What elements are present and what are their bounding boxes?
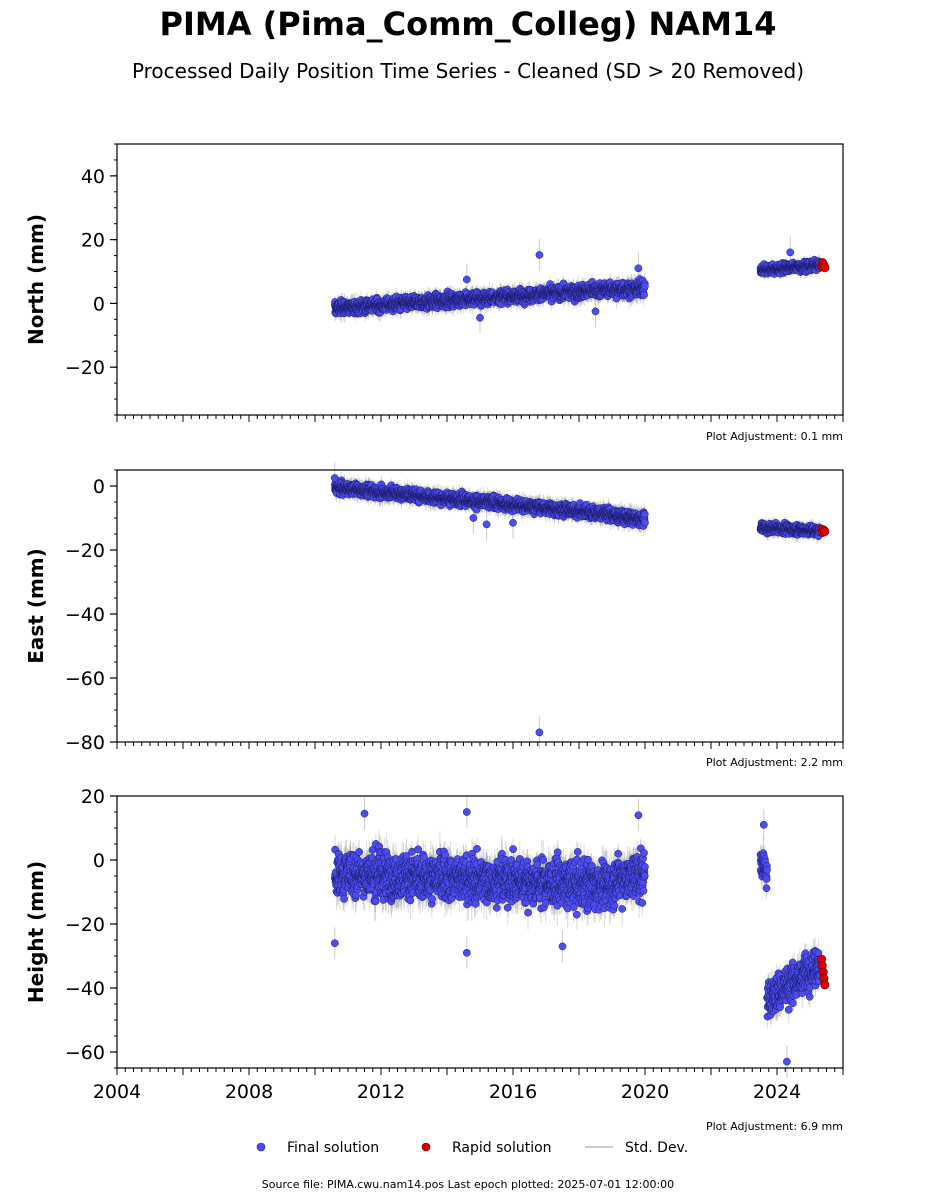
north-final-point xyxy=(640,291,648,299)
north-x-ticks xyxy=(116,415,844,422)
north-final-points xyxy=(331,248,824,322)
north-panel: Plot Adjustment: 0.1 mm −20 0 20 40 North (m… xyxy=(24,143,844,443)
north-rapid-points xyxy=(817,258,830,273)
north-final-point xyxy=(786,248,795,257)
north-final-point xyxy=(641,282,649,290)
east-panel: Plot Adjustment: 2.2 mm −80−60−40−200Eas… xyxy=(24,462,844,769)
north-y-tick-label: 40 xyxy=(81,166,105,188)
north-y-tick-label: −20 xyxy=(65,357,105,379)
north-final-point xyxy=(535,251,544,259)
east-plot-adjustment: Plot Adjustment: 2.2 mm xyxy=(706,756,843,769)
north-y-tick-label: 0 xyxy=(93,293,105,315)
north-axes-frame xyxy=(116,143,844,416)
north-plot-adjustment: Plot Adjustment: 0.1 mm xyxy=(706,430,843,443)
north-final-point xyxy=(634,264,643,273)
north-y-tick-label: 20 xyxy=(81,230,105,252)
north-rapid-point xyxy=(820,263,830,273)
north-y-axis-label: North (mm) xyxy=(24,214,48,345)
chart-title: PIMA (Pima_Comm_Colleg) NAM14 xyxy=(160,5,777,43)
chart-subtitle: Processed Daily Position Time Series - C… xyxy=(132,59,804,83)
north-final-point xyxy=(462,275,471,284)
north-final-point xyxy=(476,313,484,322)
north-final-point xyxy=(591,307,600,316)
